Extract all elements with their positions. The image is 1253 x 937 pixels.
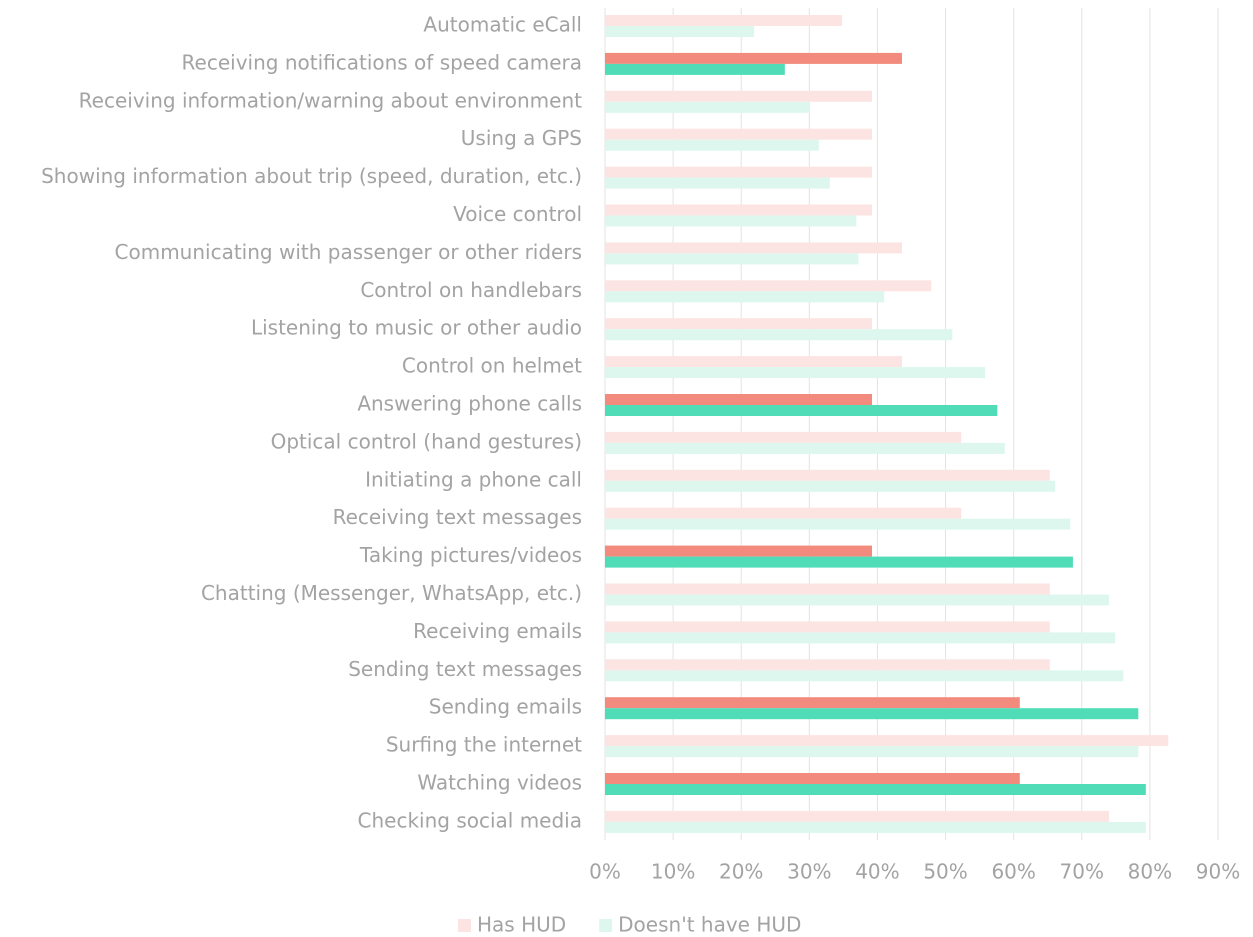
bar <box>605 480 1056 492</box>
bar <box>605 280 932 292</box>
y-tick-label: Listening to music or other audio <box>251 316 582 340</box>
y-tick-label: Control on helmet <box>402 354 582 378</box>
bar <box>605 405 998 416</box>
bar <box>605 518 1071 530</box>
x-tick-label: 40% <box>855 860 899 884</box>
bar <box>605 784 1146 795</box>
bar <box>605 507 962 519</box>
bar <box>605 215 857 227</box>
y-tick-label: Automatic eCall <box>423 13 582 37</box>
bar <box>605 469 1050 481</box>
bar <box>605 52 902 64</box>
y-tick-label: Initiating a phone call <box>365 467 582 491</box>
y-tick-label: Showing information about trip (speed, d… <box>41 164 582 188</box>
y-tick-label: Receiving notifications of speed camera <box>182 50 582 74</box>
bar <box>605 63 785 75</box>
bar <box>605 670 1124 682</box>
x-tick-label: 0% <box>589 860 621 884</box>
y-tick-label: Communicating with passenger or other ri… <box>115 240 582 264</box>
y-tick-label: Voice control <box>453 202 582 226</box>
bar <box>605 632 1116 644</box>
y-tick-label: Surfing the internet <box>386 733 582 757</box>
y-tick-label: Sending text messages <box>348 657 582 681</box>
y-tick-label: Receiving information/warning about envi… <box>79 88 582 112</box>
bar <box>605 594 1110 606</box>
y-tick-label: Control on handlebars <box>360 278 582 302</box>
bar <box>605 556 1073 568</box>
bar <box>605 583 1050 595</box>
y-tick-label: Using a GPS <box>461 126 582 150</box>
x-tick-label: 80% <box>1128 860 1172 884</box>
bar <box>605 821 1146 833</box>
bar <box>605 101 811 113</box>
bar <box>605 26 755 37</box>
bar <box>605 242 902 254</box>
x-tick-label: 20% <box>719 860 763 884</box>
bar <box>605 621 1050 633</box>
x-tick-label: 90% <box>1196 860 1240 884</box>
bar <box>605 367 986 379</box>
bar <box>605 746 1139 758</box>
bar <box>605 810 1110 822</box>
bar <box>605 773 1020 784</box>
bar <box>605 442 1005 454</box>
bar <box>605 139 819 151</box>
y-tick-label: Receiving emails <box>413 619 582 643</box>
y-tick-label: Watching videos <box>417 771 582 795</box>
bar <box>605 128 872 140</box>
x-tick-label: 50% <box>923 860 967 884</box>
bar <box>605 545 872 557</box>
legend-label: Has HUD <box>477 913 566 937</box>
bar <box>605 177 830 189</box>
bar <box>605 204 872 216</box>
bar <box>605 291 885 303</box>
y-tick-label: Optical control (hand gestures) <box>271 429 582 453</box>
bar <box>605 253 859 265</box>
x-tick-label: 70% <box>1060 860 1104 884</box>
x-tick-label: 60% <box>991 860 1035 884</box>
y-tick-label: Checking social media <box>358 808 582 832</box>
bar <box>605 329 953 341</box>
bar <box>605 356 902 368</box>
bar <box>605 394 872 405</box>
bar <box>605 708 1139 720</box>
bar <box>605 431 962 443</box>
legend-swatch <box>599 919 613 932</box>
bar <box>605 735 1169 747</box>
y-tick-label: Receiving text messages <box>333 505 582 529</box>
bar <box>605 659 1050 671</box>
x-tick-label: 30% <box>787 860 831 884</box>
y-tick-label: Answering phone calls <box>357 392 582 416</box>
x-tick-label: 10% <box>651 860 695 884</box>
bar <box>605 318 872 330</box>
y-tick-label: Taking pictures/videos <box>359 543 582 567</box>
y-tick-label: Chatting (Messenger, WhatsApp, etc.) <box>201 581 582 605</box>
y-tick-label: Sending emails <box>429 695 582 719</box>
bar <box>605 166 872 178</box>
legend-swatch <box>458 919 471 932</box>
bar <box>605 15 843 26</box>
bar <box>605 697 1020 709</box>
legend-label: Doesn't have HUD <box>618 913 801 937</box>
bar <box>605 90 872 102</box>
